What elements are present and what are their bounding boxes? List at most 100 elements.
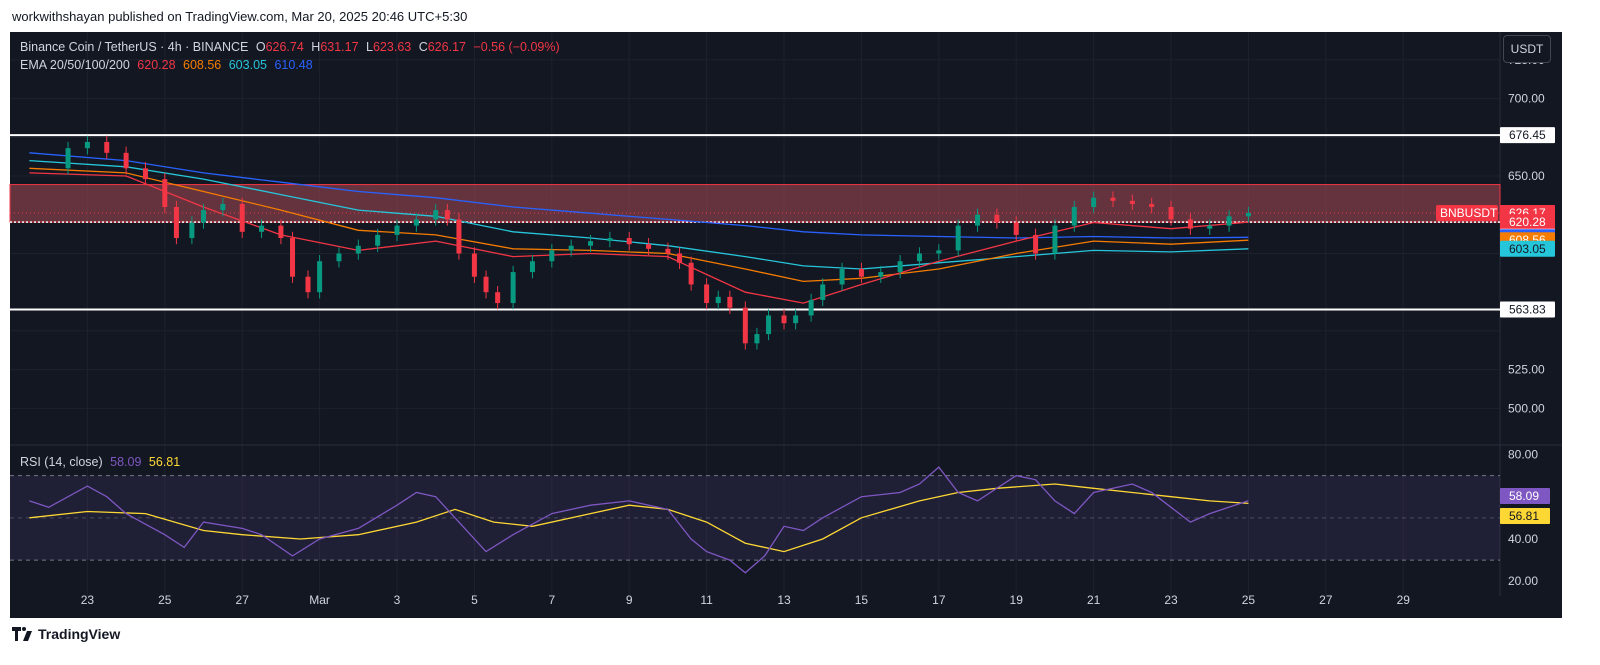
candle-body bbox=[820, 284, 826, 300]
time-tick-label: 11 bbox=[700, 593, 713, 607]
candle-body bbox=[305, 276, 311, 293]
candle-body bbox=[878, 272, 884, 277]
price-tick-label: 525.00 bbox=[1508, 363, 1545, 377]
time-tick-label: 15 bbox=[855, 593, 869, 607]
rsi-tag-box bbox=[1500, 508, 1550, 524]
candle-body bbox=[916, 253, 922, 262]
time-tick-label: 13 bbox=[777, 593, 791, 607]
candle-body bbox=[239, 203, 245, 232]
price-tag-label: 620.28 bbox=[1509, 215, 1546, 229]
candle-body bbox=[278, 225, 284, 238]
rsi-tick-label: 20.00 bbox=[1508, 574, 1538, 588]
candle-body bbox=[1149, 203, 1155, 208]
ema200-line bbox=[29, 152, 1249, 239]
candle-body bbox=[742, 307, 748, 344]
tradingview-logo[interactable]: TradingView bbox=[12, 626, 120, 642]
time-tick-label: 27 bbox=[236, 593, 250, 607]
low-value: 623.63 bbox=[372, 40, 412, 54]
time-tick-label: Mar bbox=[309, 593, 330, 607]
candle-body bbox=[1207, 225, 1213, 229]
candle-body bbox=[1091, 197, 1097, 208]
candle-body bbox=[677, 253, 683, 263]
tradingview-brand: TradingView bbox=[38, 626, 121, 642]
candle-body bbox=[336, 253, 342, 262]
rsi-tag-label: 56.81 bbox=[1509, 509, 1539, 523]
close-value: 626.17 bbox=[427, 40, 466, 54]
candle-body bbox=[1071, 207, 1077, 226]
ema200-value: 610.48 bbox=[274, 58, 313, 72]
price-tag-box bbox=[1500, 214, 1555, 231]
rsi-label: RSI (14, close) bbox=[20, 455, 103, 469]
time-tick-label: 5 bbox=[471, 593, 478, 607]
open-value: 626.74 bbox=[265, 40, 304, 54]
currency-button[interactable]: USDT bbox=[1503, 35, 1551, 63]
candle-body bbox=[704, 284, 710, 304]
candle-body bbox=[355, 245, 361, 254]
candle-body bbox=[727, 296, 733, 308]
candle-body bbox=[471, 253, 477, 277]
candle-body bbox=[1168, 207, 1174, 220]
symbol-tag-label: BNBUSDT bbox=[1440, 206, 1498, 220]
rsi-legend: RSI (14, close) 58.09 56.81 bbox=[20, 455, 184, 469]
candle-body bbox=[189, 222, 195, 238]
price-tag-label: 603.05 bbox=[1509, 242, 1546, 256]
price-tag-label: 563.83 bbox=[1509, 303, 1546, 317]
candle-body bbox=[808, 299, 814, 316]
candle-body bbox=[897, 261, 903, 273]
time-tick-label: 29 bbox=[1397, 593, 1411, 607]
rsi-tick-label: 80.00 bbox=[1508, 447, 1538, 461]
high-label: H bbox=[311, 40, 321, 54]
price-tag-box bbox=[1500, 127, 1555, 144]
tradingview-logo-icon bbox=[12, 627, 32, 641]
candle-body bbox=[529, 261, 535, 273]
chart-frame[interactable] bbox=[10, 32, 1562, 618]
candle-body bbox=[65, 148, 71, 169]
candle-body bbox=[290, 238, 296, 277]
candle-body bbox=[781, 315, 787, 324]
ohlc-legend: Binance Coin / TetherUS · 4h · BINANCE O… bbox=[20, 40, 564, 54]
candle-body bbox=[588, 241, 594, 246]
candle-body bbox=[715, 296, 721, 304]
candle-body bbox=[549, 250, 555, 262]
candle-body bbox=[433, 210, 439, 220]
candle-body bbox=[994, 214, 1000, 223]
candle-body bbox=[483, 276, 489, 293]
rsi-ma-line bbox=[29, 483, 1249, 553]
candle-body bbox=[955, 225, 961, 251]
close-label: C bbox=[418, 40, 428, 54]
high-value: 631.17 bbox=[320, 40, 359, 54]
candle-body bbox=[607, 238, 613, 242]
symbol-tag-box bbox=[1436, 204, 1498, 221]
ema100-value: 603.05 bbox=[228, 58, 267, 72]
candle-body bbox=[162, 179, 168, 208]
candle-body bbox=[936, 250, 942, 254]
candle-body bbox=[510, 272, 516, 304]
candle-body bbox=[1052, 225, 1058, 254]
time-tick-label: 23 bbox=[81, 593, 95, 607]
candle-body bbox=[394, 225, 400, 235]
candle-body bbox=[220, 203, 226, 211]
ema50-value: 608.56 bbox=[183, 58, 222, 72]
supply-zone bbox=[9, 184, 1501, 223]
ema-legend: EMA 20/50/100/200 620.28 608.56 603.05 6… bbox=[20, 58, 317, 72]
candle-body bbox=[375, 234, 381, 246]
rsi-line bbox=[29, 466, 1249, 574]
candle-body bbox=[1129, 200, 1135, 204]
price-tag-box bbox=[1500, 301, 1555, 318]
footer-bar bbox=[0, 618, 1600, 665]
candle-body bbox=[142, 168, 148, 180]
candle-body bbox=[626, 238, 632, 245]
candle-body bbox=[975, 214, 981, 226]
time-tick-label: 25 bbox=[158, 593, 172, 607]
time-tick-label: 25 bbox=[1242, 593, 1256, 607]
candle-body bbox=[259, 225, 265, 232]
price-tick-label: 700.00 bbox=[1508, 92, 1545, 106]
candle-body bbox=[839, 268, 845, 285]
candle-body bbox=[317, 261, 323, 293]
candle-body bbox=[1226, 216, 1232, 226]
rsi-tag-box bbox=[1500, 488, 1550, 504]
header-bar: workwithshayan published on TradingView.… bbox=[0, 0, 1600, 32]
low-label: L bbox=[366, 40, 373, 54]
rsi-value: 58.09 bbox=[110, 455, 142, 469]
